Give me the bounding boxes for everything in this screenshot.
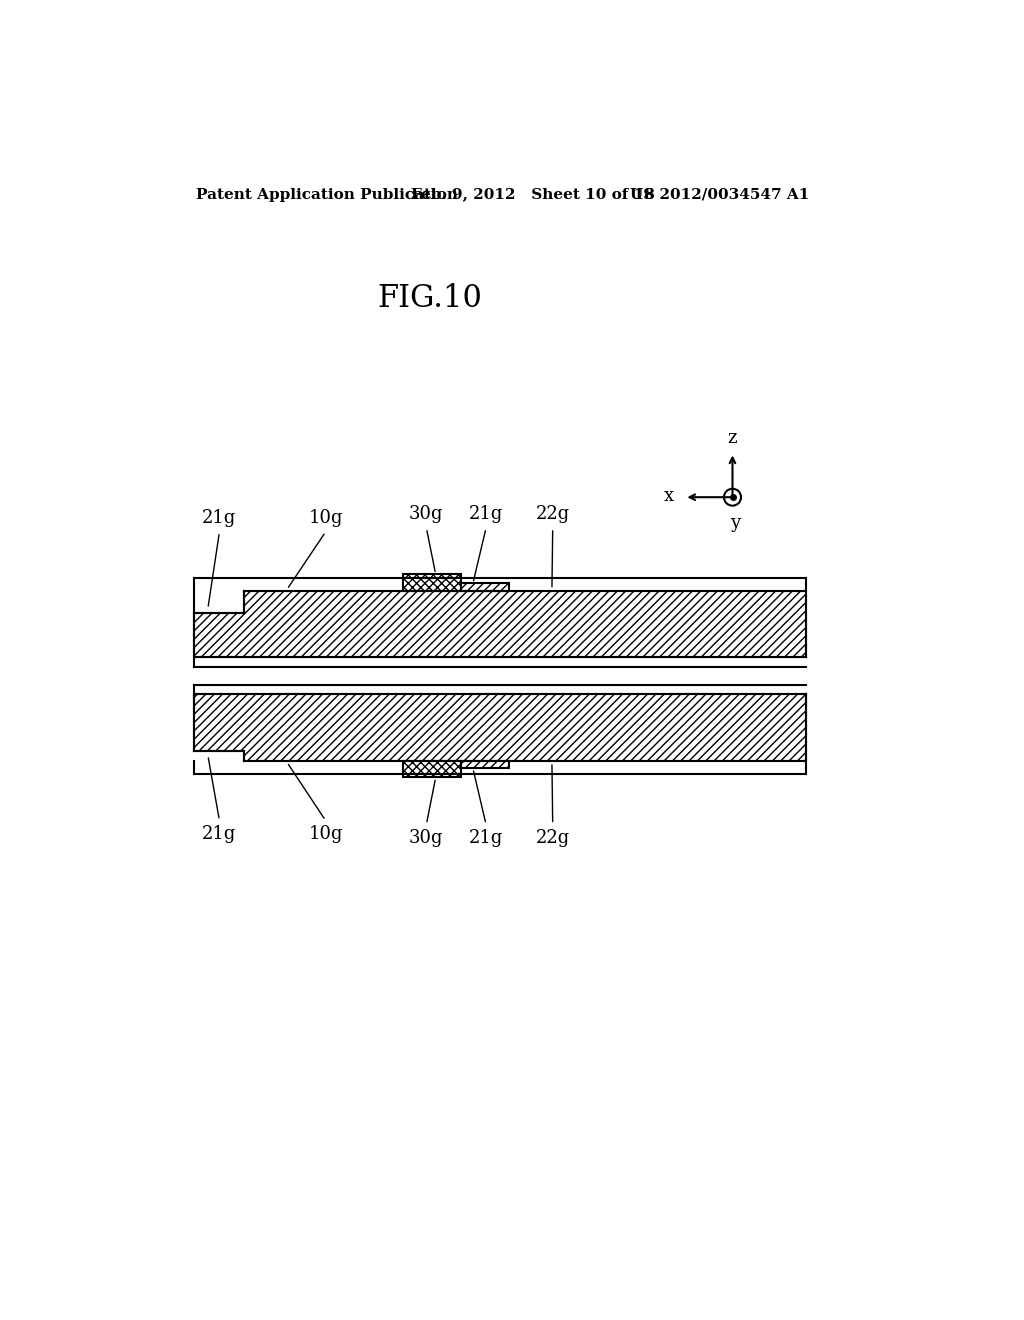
Bar [403,760,461,777]
Text: 21g: 21g [469,829,503,847]
Text: z: z [728,429,737,447]
Bar [245,578,806,591]
Text: 30g: 30g [410,506,443,524]
Text: 10g: 10g [308,510,343,527]
Bar [403,574,461,591]
Text: 22g: 22g [536,829,569,847]
Text: 21g: 21g [203,510,237,527]
Polygon shape [194,591,806,657]
Text: Feb. 9, 2012   Sheet 10 of 18: Feb. 9, 2012 Sheet 10 of 18 [411,187,654,202]
Text: 21g: 21g [469,506,503,524]
Bar [245,760,806,775]
Text: 10g: 10g [308,825,343,843]
Text: x: x [665,487,675,504]
Text: 22g: 22g [536,506,569,524]
Bar [461,760,509,768]
Text: 21g: 21g [203,825,237,843]
Text: 30g: 30g [410,829,443,847]
Text: Patent Application Publication: Patent Application Publication [197,187,458,202]
Text: FIG.10: FIG.10 [378,282,482,314]
Text: US 2012/0034547 A1: US 2012/0034547 A1 [630,187,810,202]
Text: y: y [730,515,740,532]
Polygon shape [194,694,806,760]
Bar [461,583,509,591]
